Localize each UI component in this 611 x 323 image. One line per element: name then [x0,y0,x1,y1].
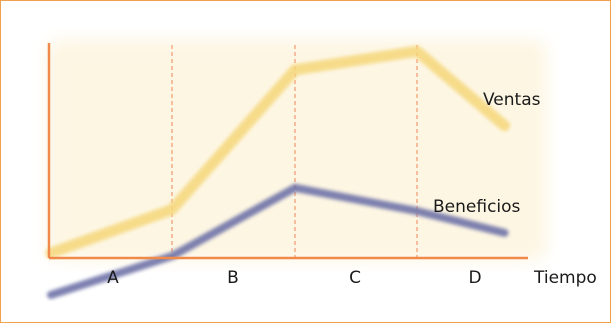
x-tick-labels: A B C D [107,268,481,288]
series-line-beneficios [47,183,509,299]
series-line-ventas [45,45,511,259]
x-tick-label-a: A [107,268,119,288]
series-lines [45,45,511,299]
series-label-ventas: Ventas [483,90,541,110]
x-tick-label-d: D [468,268,481,288]
x-axis-label: Tiempo [533,268,597,288]
series-label-beneficios: Beneficios [433,197,521,217]
x-tick-label-b: B [227,268,239,288]
stage-dividers [171,45,418,258]
series-labels: Ventas Beneficios [433,90,541,217]
x-tick-label-c: C [349,268,361,288]
